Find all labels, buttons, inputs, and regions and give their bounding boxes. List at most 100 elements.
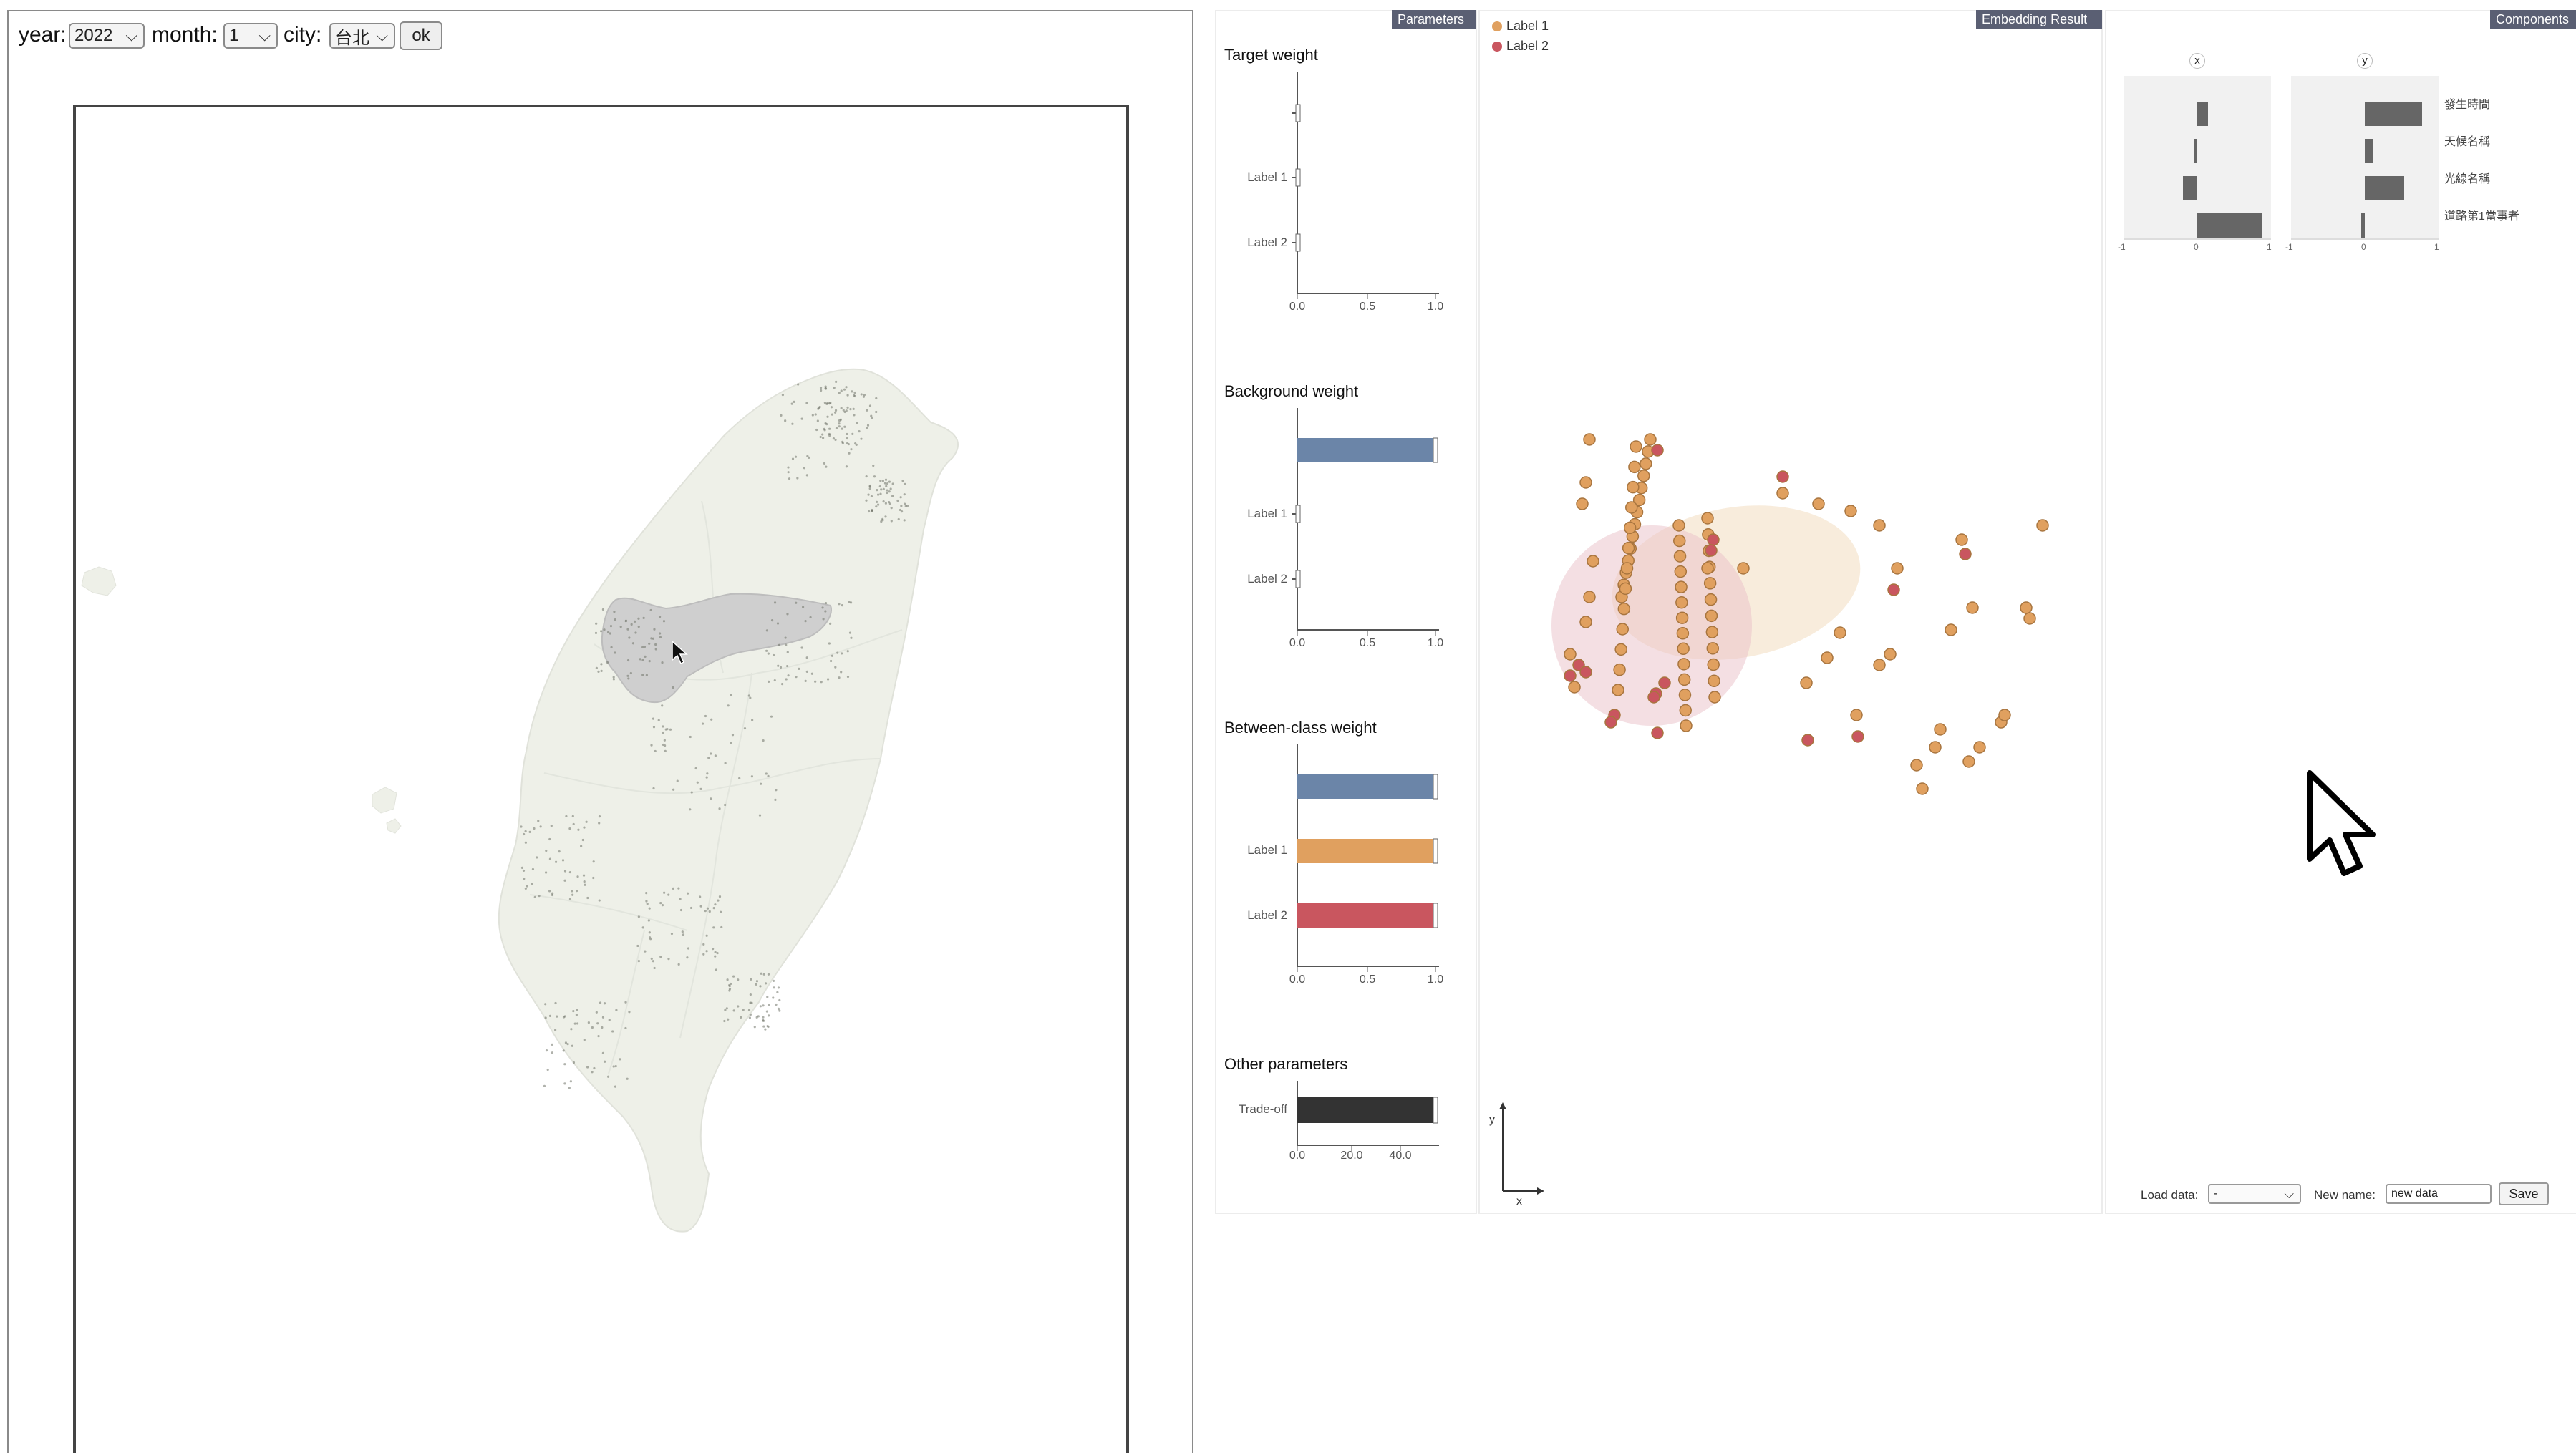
axis-tick: 0.0 bbox=[1289, 1150, 1306, 1162]
accident-point bbox=[601, 1016, 605, 1019]
accident-point bbox=[830, 406, 833, 409]
accident-point bbox=[554, 860, 558, 863]
accident-point bbox=[689, 906, 693, 910]
map-canvas[interactable] bbox=[73, 105, 1129, 1453]
other-parameters-chart[interactable] bbox=[1217, 1074, 1475, 1167]
accident-point bbox=[781, 683, 784, 686]
tradeoff-bar[interactable] bbox=[1297, 1097, 1435, 1123]
accident-point bbox=[626, 628, 629, 631]
accident-point bbox=[780, 414, 783, 417]
accident-point bbox=[704, 910, 707, 913]
axis-tick: 0.5 bbox=[1359, 301, 1376, 313]
embedding-scatter[interactable] bbox=[1478, 10, 2103, 1214]
accident-point bbox=[551, 1043, 553, 1046]
accident-point bbox=[545, 849, 548, 852]
embedding-point bbox=[1708, 691, 1721, 704]
accident-point bbox=[848, 601, 851, 603]
embedding-point bbox=[1627, 480, 1640, 494]
accident-point bbox=[822, 437, 825, 439]
accident-point bbox=[828, 432, 831, 436]
weight-bar[interactable] bbox=[1297, 839, 1435, 863]
accident-point bbox=[826, 415, 829, 418]
y-chart-title: y bbox=[2357, 53, 2373, 69]
accident-point bbox=[747, 694, 750, 697]
accident-point bbox=[778, 1009, 781, 1012]
accident-point bbox=[815, 428, 818, 432]
weight-bar-handle[interactable] bbox=[1295, 233, 1301, 252]
accident-point bbox=[846, 675, 850, 679]
accident-point bbox=[730, 694, 732, 696]
weight-bar-handle[interactable] bbox=[1295, 570, 1301, 588]
load-data-select[interactable]: - ⌵ bbox=[2208, 1184, 2301, 1204]
accident-point bbox=[786, 651, 789, 653]
accident-point bbox=[600, 669, 603, 672]
accident-point bbox=[768, 1014, 770, 1017]
save-button[interactable]: Save bbox=[2499, 1182, 2549, 1205]
accident-point bbox=[879, 480, 882, 482]
accident-point bbox=[718, 807, 721, 810]
embedding-point bbox=[1934, 723, 1947, 736]
embedding-point bbox=[1676, 627, 1690, 640]
accident-point bbox=[531, 868, 535, 871]
weight-bar[interactable] bbox=[1297, 903, 1435, 928]
axis-tick: 1.0 bbox=[1427, 301, 1444, 313]
accident-point bbox=[814, 413, 817, 416]
accident-point bbox=[545, 1049, 548, 1052]
taiwan-map[interactable] bbox=[0, 0, 1193, 1453]
accident-point bbox=[805, 402, 808, 404]
accident-point bbox=[888, 501, 891, 504]
accident-point bbox=[571, 893, 574, 896]
weight-bar[interactable] bbox=[1297, 774, 1435, 799]
axis-x-label: x bbox=[1516, 1195, 1522, 1207]
weight-bar-handle[interactable] bbox=[1433, 903, 1438, 928]
embedding-point bbox=[1651, 444, 1664, 457]
accident-point bbox=[583, 1039, 586, 1041]
weight-bar-handle[interactable] bbox=[1433, 437, 1438, 463]
accident-point bbox=[773, 653, 775, 657]
weight-bar-handle[interactable] bbox=[1295, 505, 1301, 523]
section-title-other-parameters: Other parameters bbox=[1224, 1055, 1348, 1073]
accident-point bbox=[572, 822, 575, 826]
accident-point bbox=[778, 998, 781, 1002]
target-weight-chart[interactable] bbox=[1217, 64, 1475, 322]
accident-point bbox=[765, 649, 768, 652]
accident-point bbox=[825, 465, 828, 468]
legend-text: Label 1 bbox=[1506, 19, 1549, 33]
accident-point bbox=[767, 973, 770, 976]
weight-bar-handle[interactable] bbox=[1295, 168, 1301, 187]
accident-point bbox=[626, 1077, 629, 1080]
axis-tick: 1 bbox=[2267, 242, 2272, 252]
year-select[interactable]: 2022 ⌵ bbox=[69, 23, 145, 49]
accident-point bbox=[563, 1015, 566, 1018]
city-label: city: bbox=[284, 23, 322, 47]
selected-county-taichung[interactable] bbox=[601, 593, 832, 704]
weight-bar[interactable] bbox=[1297, 438, 1435, 462]
legend-text: Label 2 bbox=[1506, 39, 1549, 53]
accident-point bbox=[546, 1068, 549, 1071]
ok-button[interactable]: ok bbox=[400, 21, 442, 50]
accident-point bbox=[836, 651, 839, 654]
accident-point bbox=[838, 392, 841, 394]
between-class-weight-chart[interactable] bbox=[1217, 737, 1475, 995]
tradeoff-bar-handle[interactable] bbox=[1433, 1097, 1438, 1124]
accident-point bbox=[868, 510, 871, 513]
new-name-input[interactable]: new data bbox=[2386, 1184, 2492, 1204]
city-select[interactable]: 台北 ⌵ bbox=[329, 23, 395, 49]
accident-point bbox=[650, 744, 653, 747]
embedding-tag: Embedding Result bbox=[1976, 10, 2102, 29]
row-label: Label 1 bbox=[1247, 170, 1287, 184]
month-select[interactable]: 1 ⌵ bbox=[223, 23, 278, 49]
accident-point bbox=[563, 1063, 566, 1066]
components-chart[interactable] bbox=[2119, 50, 2570, 258]
weight-bar-handle[interactable] bbox=[1433, 838, 1438, 864]
background-weight-chart[interactable] bbox=[1217, 401, 1475, 659]
weight-bar-handle[interactable] bbox=[1295, 104, 1301, 122]
accident-point bbox=[868, 404, 872, 407]
legend-label1[interactable]: Label 1 bbox=[1492, 19, 1549, 34]
accident-point bbox=[846, 437, 848, 440]
accident-point bbox=[699, 905, 702, 908]
legend-label2[interactable]: Label 2 bbox=[1492, 39, 1549, 54]
accident-point bbox=[714, 754, 717, 757]
accident-point bbox=[599, 1001, 602, 1004]
weight-bar-handle[interactable] bbox=[1433, 774, 1438, 800]
